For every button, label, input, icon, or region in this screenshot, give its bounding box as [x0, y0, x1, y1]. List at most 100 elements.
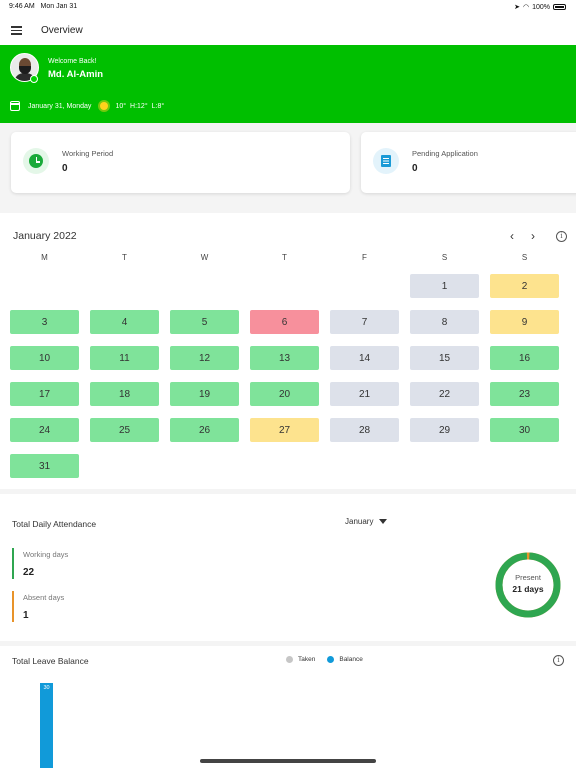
- caret-down-icon: [379, 519, 388, 524]
- present-donut-chart: [495, 552, 561, 618]
- card-value: 0: [412, 163, 418, 174]
- calendar-day-23[interactable]: 23: [490, 382, 559, 406]
- absent-days-metric: Absent days 1: [12, 591, 64, 622]
- weekday-header: S: [441, 253, 448, 262]
- calendar-day-19[interactable]: 19: [170, 382, 239, 406]
- leave-balance-panel: Total Leave Balance Taken Balance i 30: [0, 646, 576, 768]
- weekday-header: M: [41, 253, 48, 262]
- leave-legend: Taken Balance: [286, 656, 363, 663]
- legend-balance-dot: [327, 656, 335, 663]
- pending-application-card[interactable]: Pending Application 0: [361, 132, 576, 193]
- calendar-day-3[interactable]: 3: [10, 310, 79, 334]
- calendar-month-title: January 2022: [13, 230, 77, 242]
- weekday-header: S: [521, 253, 528, 262]
- calendar-day-27[interactable]: 27: [250, 418, 319, 442]
- leave-title: Total Leave Balance: [12, 656, 89, 666]
- calendar-icon: [10, 101, 20, 111]
- calendar-day-20[interactable]: 20: [250, 382, 319, 406]
- status-bar: 9:46 AM Mon Jan 31 ➤ ◠ 100%: [0, 0, 576, 14]
- chevron-right-icon[interactable]: ›: [531, 229, 535, 243]
- clock-icon-wrap: [23, 148, 49, 174]
- battery-percent: 100%: [532, 3, 550, 11]
- absent-days-value: 1: [23, 610, 29, 621]
- working-days-label: Working days: [23, 550, 69, 559]
- donut-label: Present: [515, 573, 541, 582]
- calendar-day-14[interactable]: 14: [330, 346, 399, 370]
- calendar-day-4[interactable]: 4: [90, 310, 159, 334]
- calendar-day-9[interactable]: 9: [490, 310, 559, 334]
- battery-icon: [553, 4, 566, 10]
- calendar-day-1[interactable]: 1: [410, 274, 479, 298]
- calendar-day-11[interactable]: 11: [90, 346, 159, 370]
- clock-icon: [29, 154, 43, 168]
- navigation-bar: Overview: [0, 14, 576, 45]
- status-time: 9:46 AM Mon Jan 31: [9, 3, 78, 10]
- welcome-text: Welcome Back!: [48, 58, 97, 65]
- calendar-day-12[interactable]: 12: [170, 346, 239, 370]
- absent-days-label: Absent days: [23, 593, 65, 602]
- calendar-day-8[interactable]: 8: [410, 310, 479, 334]
- calendar-day-6[interactable]: 6: [250, 310, 319, 334]
- info-icon[interactable]: i: [556, 231, 567, 242]
- document-icon-wrap: [373, 148, 399, 174]
- calendar-day-22[interactable]: 22: [410, 382, 479, 406]
- donut-value: 21 days: [512, 584, 544, 594]
- info-icon[interactable]: i: [553, 655, 564, 666]
- document-icon: [381, 155, 391, 167]
- daily-attendance-panel: Total Daily Attendance January Working d…: [0, 494, 576, 641]
- working-days-metric: Working days 22: [12, 548, 68, 579]
- calendar-day-10[interactable]: 10: [10, 346, 79, 370]
- location-icon: ➤: [514, 4, 520, 11]
- weekday-header: W: [200, 253, 209, 262]
- status-indicators: ➤ ◠ 100%: [514, 3, 566, 11]
- home-indicator: [200, 759, 376, 763]
- calendar-day-2[interactable]: 2: [490, 274, 559, 298]
- calendar-day-18[interactable]: 18: [90, 382, 159, 406]
- calendar-day-28[interactable]: 28: [330, 418, 399, 442]
- leave-balance-bar[interactable]: [40, 683, 53, 768]
- calendar-day-5[interactable]: 5: [170, 310, 239, 334]
- online-status-icon: [30, 75, 38, 83]
- weekday-header: T: [122, 253, 127, 262]
- calendar-day-26[interactable]: 26: [170, 418, 239, 442]
- wifi-icon: ◠: [522, 4, 530, 11]
- leave-bar-value: 30: [43, 685, 50, 691]
- weekday-header: F: [362, 253, 367, 262]
- calendar-day-31[interactable]: 31: [10, 454, 79, 478]
- calendar-day-13[interactable]: 13: [250, 346, 319, 370]
- calendar-day-30[interactable]: 30: [490, 418, 559, 442]
- user-name: Md. Al-Amin: [48, 69, 104, 80]
- calendar-day-29[interactable]: 29: [410, 418, 479, 442]
- card-label: Working Period: [62, 149, 114, 158]
- summary-cards: Working Period 0 Pending Application 0: [0, 123, 576, 208]
- legend-taken-dot: [286, 656, 293, 663]
- welcome-banner: Welcome Back! Md. Al-Amin January 31, Mo…: [0, 45, 576, 123]
- weather-readout: 10° H:12° L:8°: [115, 102, 165, 110]
- attendance-calendar: January 2022 ‹ › i M T W T F S S 1 2 3 4 5 6 7 8 9 10 11 1…: [0, 213, 576, 489]
- calendar-day-25[interactable]: 25: [90, 418, 159, 442]
- attendance-title: Total Daily Attendance: [12, 519, 97, 529]
- avatar[interactable]: [10, 53, 39, 82]
- calendar-day-17[interactable]: 17: [10, 382, 79, 406]
- date-weather-row: January 31, Monday 10° H:12° L:8°: [10, 101, 168, 111]
- page-title: Overview: [41, 25, 83, 36]
- calendar-day-21[interactable]: 21: [330, 382, 399, 406]
- calendar-day-15[interactable]: 15: [410, 346, 479, 370]
- month-dropdown-value: January: [345, 517, 374, 526]
- chevron-left-icon[interactable]: ‹: [510, 229, 514, 243]
- menu-icon[interactable]: [11, 26, 22, 35]
- sun-icon: [100, 102, 109, 110]
- calendar-day-24[interactable]: 24: [10, 418, 79, 442]
- donut-present-arc: [495, 552, 561, 618]
- working-days-value: 22: [23, 567, 35, 578]
- legend-balance-label: Balance: [339, 656, 363, 663]
- weekday-header: T: [282, 253, 287, 262]
- working-period-card[interactable]: Working Period 0: [11, 132, 350, 193]
- legend-taken-label: Taken: [298, 656, 316, 663]
- card-label: Pending Application: [412, 149, 478, 158]
- calendar-day-7[interactable]: 7: [330, 310, 399, 334]
- today-date: January 31, Monday: [28, 102, 92, 110]
- month-dropdown[interactable]: January: [345, 517, 388, 526]
- calendar-day-16[interactable]: 16: [490, 346, 559, 370]
- card-value: 0: [62, 163, 68, 174]
